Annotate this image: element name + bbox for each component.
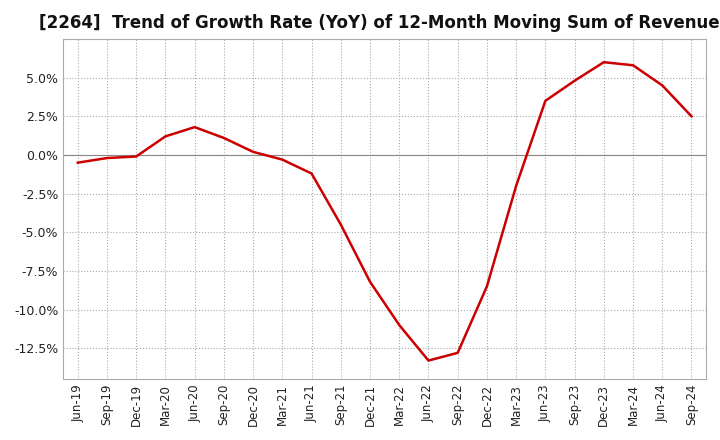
Title: [2264]  Trend of Growth Rate (YoY) of 12-Month Moving Sum of Revenues: [2264] Trend of Growth Rate (YoY) of 12-… — [40, 14, 720, 32]
